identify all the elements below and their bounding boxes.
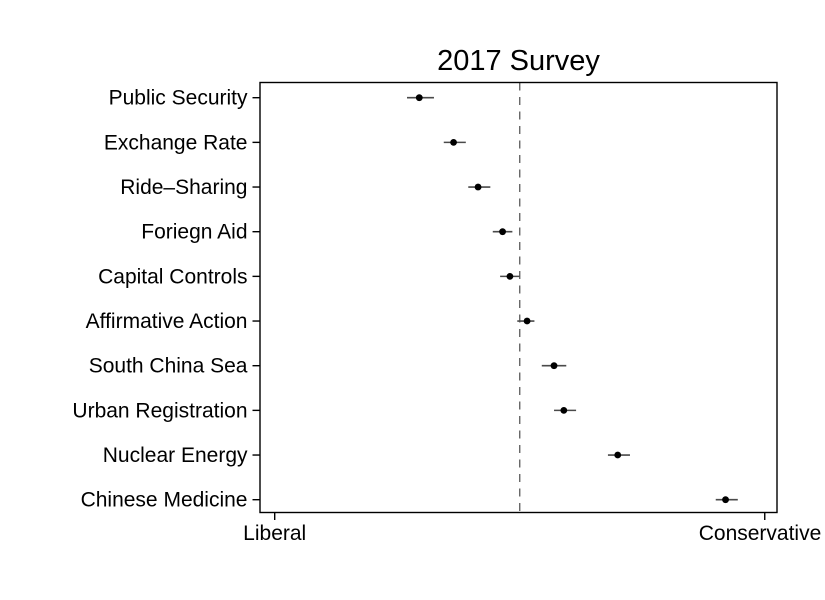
category-label: Foriegn Aid bbox=[141, 221, 247, 244]
x-tick-label: Liberal bbox=[243, 522, 306, 545]
category-label: Affirmative Action bbox=[86, 310, 248, 333]
estimate-dot bbox=[499, 228, 506, 236]
chart-title: 2017 Survey bbox=[437, 45, 600, 77]
category-label: Ride–Sharing bbox=[120, 176, 247, 199]
estimate-dot bbox=[614, 451, 622, 459]
estimate-dot bbox=[722, 496, 729, 504]
category-label: Chinese Medicine bbox=[81, 489, 248, 512]
plot-border bbox=[259, 81, 778, 514]
category-label: Urban Registration bbox=[72, 399, 247, 422]
category-label: Capital Controls bbox=[98, 265, 247, 288]
category-label: Exchange Rate bbox=[104, 131, 248, 154]
x-tick-label: Conservative bbox=[699, 522, 822, 545]
estimate-dot bbox=[415, 94, 423, 102]
estimate-dot bbox=[474, 183, 482, 191]
category-label: Public Security bbox=[109, 87, 248, 110]
category-label: South China Sea bbox=[89, 355, 248, 378]
category-label: Nuclear Energy bbox=[103, 444, 248, 467]
estimate-dot bbox=[523, 317, 531, 325]
estimate-dot bbox=[506, 272, 514, 280]
estimate-dot bbox=[560, 406, 568, 414]
estimate-dot bbox=[450, 138, 457, 146]
estimate-dot bbox=[550, 362, 558, 370]
